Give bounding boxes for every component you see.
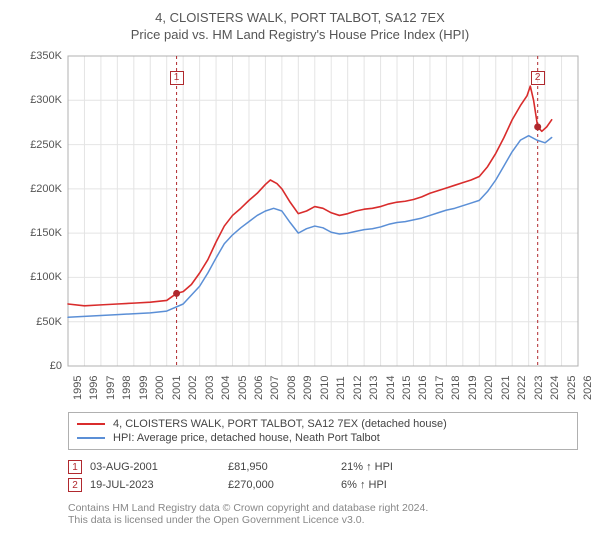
x-axis-tick-label: 2018 — [450, 376, 462, 400]
legend-swatch — [77, 437, 105, 439]
legend: 4, CLOISTERS WALK, PORT TALBOT, SA12 7EX… — [68, 412, 578, 450]
x-axis-tick-label: 2000 — [154, 376, 166, 400]
x-axis-tick-label: 2021 — [500, 376, 512, 400]
chart-title: 4, CLOISTERS WALK, PORT TALBOT, SA12 7EX — [18, 10, 582, 25]
txn-diff: 21% ↑ HPI — [341, 461, 461, 473]
transaction-table: 1 03-AUG-2001 £81,950 21% ↑ HPI 2 19-JUL… — [68, 458, 578, 494]
x-axis-tick-label: 2013 — [368, 376, 380, 400]
x-axis-tick-label: 2003 — [204, 376, 216, 400]
chart-marker-badge: 1 — [170, 71, 184, 85]
x-axis-tick-label: 2026 — [582, 376, 594, 400]
y-axis-tick-label: £150K — [18, 227, 62, 239]
x-axis-tick-label: 2008 — [286, 376, 298, 400]
chart-area: 1 2 £0 £50K £100K £150K £200K £250K £300K £350K 19… — [18, 48, 582, 408]
txn-price: £81,950 — [228, 461, 333, 473]
x-axis-tick-label: 2010 — [319, 376, 331, 400]
x-axis-tick-label: 2024 — [549, 376, 561, 400]
chart-svg — [18, 48, 582, 408]
legend-item: HPI: Average price, detached house, Neat… — [77, 431, 569, 445]
y-axis-tick-label: £250K — [18, 139, 62, 151]
legend-label: 4, CLOISTERS WALK, PORT TALBOT, SA12 7EX… — [113, 418, 447, 430]
x-axis-tick-label: 2025 — [566, 376, 578, 400]
txn-date: 19-JUL-2023 — [90, 479, 220, 491]
footer-line: This data is licensed under the Open Gov… — [68, 514, 578, 526]
y-axis-tick-label: £50K — [18, 316, 62, 328]
x-axis-tick-label: 2020 — [483, 376, 495, 400]
legend-item: 4, CLOISTERS WALK, PORT TALBOT, SA12 7EX… — [77, 417, 569, 431]
y-axis-tick-label: £0 — [18, 360, 62, 372]
chart-marker-badge: 2 — [531, 71, 545, 85]
x-axis-tick-label: 2002 — [187, 376, 199, 400]
x-axis-tick-label: 2004 — [220, 376, 232, 400]
y-axis-tick-label: £300K — [18, 94, 62, 106]
footer-line: Contains HM Land Registry data © Crown c… — [68, 502, 578, 514]
txn-date: 03-AUG-2001 — [90, 461, 220, 473]
chart-subtitle: Price paid vs. HM Land Registry's House … — [18, 27, 582, 42]
x-axis-tick-label: 1997 — [105, 376, 117, 400]
x-axis-tick-label: 2019 — [467, 376, 479, 400]
x-axis-tick-label: 2009 — [302, 376, 314, 400]
x-axis-tick-label: 1999 — [138, 376, 150, 400]
x-axis-tick-label: 1996 — [88, 376, 100, 400]
y-axis-tick-label: £200K — [18, 183, 62, 195]
x-axis-tick-label: 2012 — [352, 376, 364, 400]
x-axis-tick-label: 2006 — [253, 376, 265, 400]
table-row: 1 03-AUG-2001 £81,950 21% ↑ HPI — [68, 458, 578, 476]
footer: Contains HM Land Registry data © Crown c… — [68, 502, 578, 526]
txn-marker-badge: 1 — [68, 460, 82, 474]
y-axis-tick-label: £350K — [18, 50, 62, 62]
txn-price: £270,000 — [228, 479, 333, 491]
txn-marker-badge: 2 — [68, 478, 82, 492]
x-axis-tick-label: 2023 — [533, 376, 545, 400]
x-axis-tick-label: 2005 — [237, 376, 249, 400]
x-axis-tick-label: 2015 — [401, 376, 413, 400]
x-axis-tick-label: 2011 — [335, 376, 347, 400]
x-axis-tick-label: 2014 — [385, 376, 397, 400]
x-axis-tick-label: 2016 — [417, 376, 429, 400]
x-axis-tick-label: 1998 — [121, 376, 133, 400]
y-axis-tick-label: £100K — [18, 271, 62, 283]
legend-label: HPI: Average price, detached house, Neat… — [113, 432, 380, 444]
x-axis-tick-label: 2017 — [434, 376, 446, 400]
txn-diff: 6% ↑ HPI — [341, 479, 461, 491]
table-row: 2 19-JUL-2023 £270,000 6% ↑ HPI — [68, 476, 578, 494]
x-axis-tick-label: 2001 — [171, 376, 183, 400]
x-axis-tick-label: 2007 — [269, 376, 281, 400]
legend-swatch — [77, 423, 105, 425]
x-axis-tick-label: 1995 — [72, 376, 84, 400]
x-axis-tick-label: 2022 — [516, 376, 528, 400]
